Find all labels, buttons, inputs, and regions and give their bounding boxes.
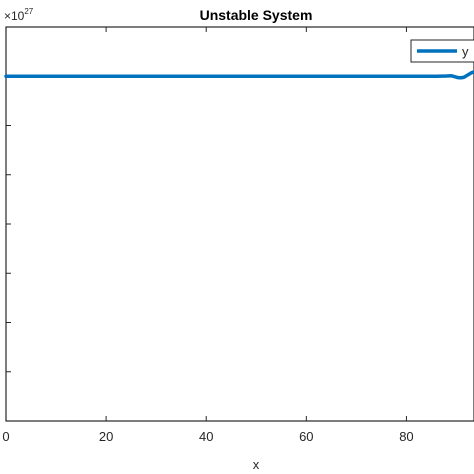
series-line-y xyxy=(4,70,474,80)
y-axis-exponent-power: 27 xyxy=(24,7,33,16)
plot-area xyxy=(6,27,474,421)
y-axis-exponent: ×1027 xyxy=(4,7,34,23)
x-tick-label: 40 xyxy=(199,429,213,444)
chart-title: Unstable System xyxy=(200,7,313,23)
axes-box xyxy=(5,26,474,422)
legend-label-y: y xyxy=(462,44,469,59)
x-tick-label: 0 xyxy=(2,429,9,444)
x-tick-label: 60 xyxy=(299,429,313,444)
x-axis-label: x xyxy=(253,457,260,472)
y-axis-exponent-base: ×10 xyxy=(4,9,25,23)
x-tick-label: 20 xyxy=(99,429,113,444)
x-tick-label: 80 xyxy=(399,429,413,444)
